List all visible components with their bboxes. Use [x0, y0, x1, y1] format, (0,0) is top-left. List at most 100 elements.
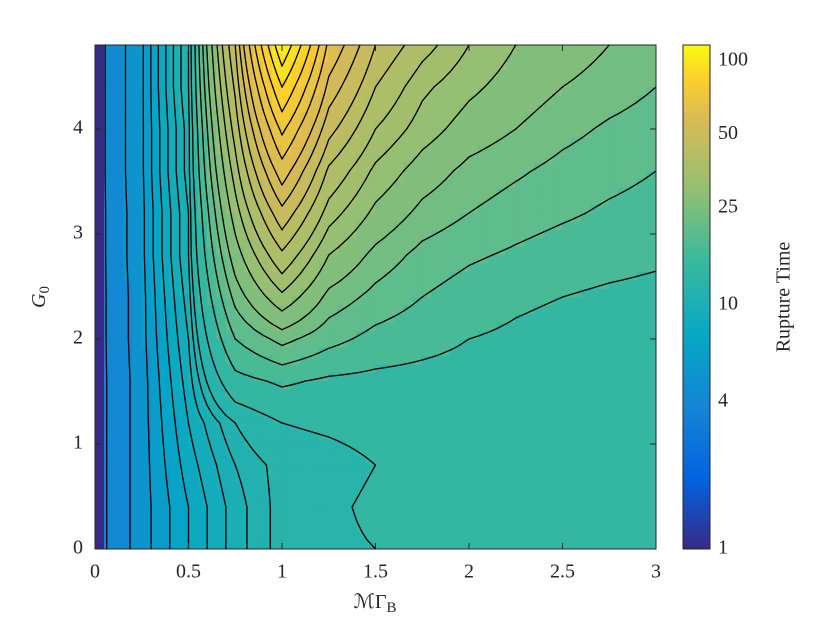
- contour-line: [306, 284, 311, 290]
- contour-line: [304, 379, 311, 382]
- contour-cell: [421, 515, 432, 525]
- contour-cell: [543, 422, 554, 432]
- contour-line: [346, 372, 358, 375]
- contour-cell: [160, 473, 171, 483]
- contour-line: [440, 349, 451, 355]
- contour-line: [421, 195, 427, 200]
- contour-cell: [524, 263, 535, 273]
- contour-cell: [365, 120, 376, 130]
- contour-cell: [347, 86, 358, 96]
- contour-line: [242, 153, 246, 162]
- contour-cell: [122, 212, 133, 222]
- contour-cell: [244, 397, 255, 407]
- contour-cell: [328, 288, 339, 298]
- contour-line: [185, 321, 189, 332]
- contour-line: [340, 274, 349, 281]
- contour-cell: [646, 389, 657, 399]
- contour-line: [351, 335, 358, 340]
- contour-cell: [487, 221, 498, 231]
- contour-cell: [636, 78, 647, 88]
- contour-cell: [431, 313, 442, 323]
- contour-line: [253, 166, 256, 172]
- contour-line: [281, 153, 286, 160]
- contour-cell: [487, 296, 498, 306]
- contour-cell: [113, 330, 124, 340]
- contour-cell: [262, 431, 273, 441]
- contour-cell: [272, 389, 283, 399]
- contour-cell: [534, 86, 545, 96]
- contour-cell: [449, 145, 460, 155]
- contour-cell: [319, 515, 330, 525]
- contour-cell: [478, 137, 489, 147]
- contour-line: [468, 206, 480, 214]
- contour-cell: [178, 540, 189, 550]
- contour-line: [402, 254, 408, 260]
- contour-cell: [524, 473, 535, 483]
- contour-line: [237, 472, 242, 483]
- contour-line: [193, 296, 195, 307]
- contour-cell: [421, 271, 432, 281]
- contour-cell: [225, 422, 236, 432]
- contour-cell: [262, 422, 273, 432]
- contour-cell: [113, 179, 124, 189]
- contour-cell: [300, 498, 311, 508]
- contour-cell: [150, 271, 161, 281]
- contour-cell: [599, 229, 610, 239]
- contour-cell: [459, 389, 470, 399]
- contour-cell: [412, 464, 423, 474]
- contour-cell: [431, 305, 442, 315]
- contour-cell: [375, 506, 386, 516]
- contour-cell: [496, 179, 507, 189]
- contour-cell: [543, 397, 554, 407]
- contour-cell: [431, 523, 442, 533]
- contour-line: [157, 363, 160, 374]
- contour-cell: [197, 237, 208, 247]
- contour-cell: [590, 305, 601, 315]
- contour-cell: [562, 506, 573, 516]
- contour-cell: [113, 296, 124, 306]
- contour-cell: [150, 498, 161, 508]
- contour-line: [253, 134, 256, 139]
- contour-line: [412, 203, 419, 212]
- contour-cell: [122, 464, 133, 474]
- contour-cell: [459, 221, 470, 231]
- contour-line: [318, 296, 324, 303]
- contour-cell: [496, 405, 507, 415]
- contour-line: [318, 103, 323, 111]
- contour-cell: [328, 296, 339, 306]
- contour-cell: [206, 229, 217, 239]
- contour-cell: [225, 498, 236, 508]
- contour-cell: [300, 372, 311, 382]
- contour-cell: [272, 330, 283, 340]
- contour-cell: [412, 321, 423, 331]
- contour-cell: [234, 321, 245, 331]
- contour-cell: [291, 405, 302, 415]
- contour-cell: [412, 263, 423, 273]
- contour-cell: [104, 439, 114, 449]
- contour-line: [300, 355, 311, 361]
- contour-line: [181, 279, 184, 290]
- contour-cell: [132, 229, 143, 239]
- contour-cell: [262, 439, 273, 449]
- contour-cell: [244, 363, 255, 373]
- contour-line: [232, 136, 236, 147]
- contour-cell: [337, 464, 348, 474]
- contour-line: [421, 237, 429, 242]
- contour-cell: [94, 464, 105, 474]
- contour-cell: [524, 78, 535, 88]
- contour-cell: [300, 246, 311, 256]
- contour-cell: [160, 397, 171, 407]
- contour-cell: [618, 237, 629, 247]
- contour-cell: [627, 170, 638, 180]
- contour-cell: [496, 447, 507, 457]
- contour-cell: [636, 405, 647, 415]
- contour-line: [196, 329, 199, 340]
- contour-line: [346, 136, 352, 144]
- contour-cell: [234, 355, 245, 365]
- contour-cell: [328, 145, 339, 155]
- contour-cell: [384, 506, 395, 516]
- contour-cell: [636, 237, 647, 247]
- contour-line: [350, 265, 358, 273]
- contour-cell: [272, 254, 283, 264]
- contour-line: [176, 187, 179, 197]
